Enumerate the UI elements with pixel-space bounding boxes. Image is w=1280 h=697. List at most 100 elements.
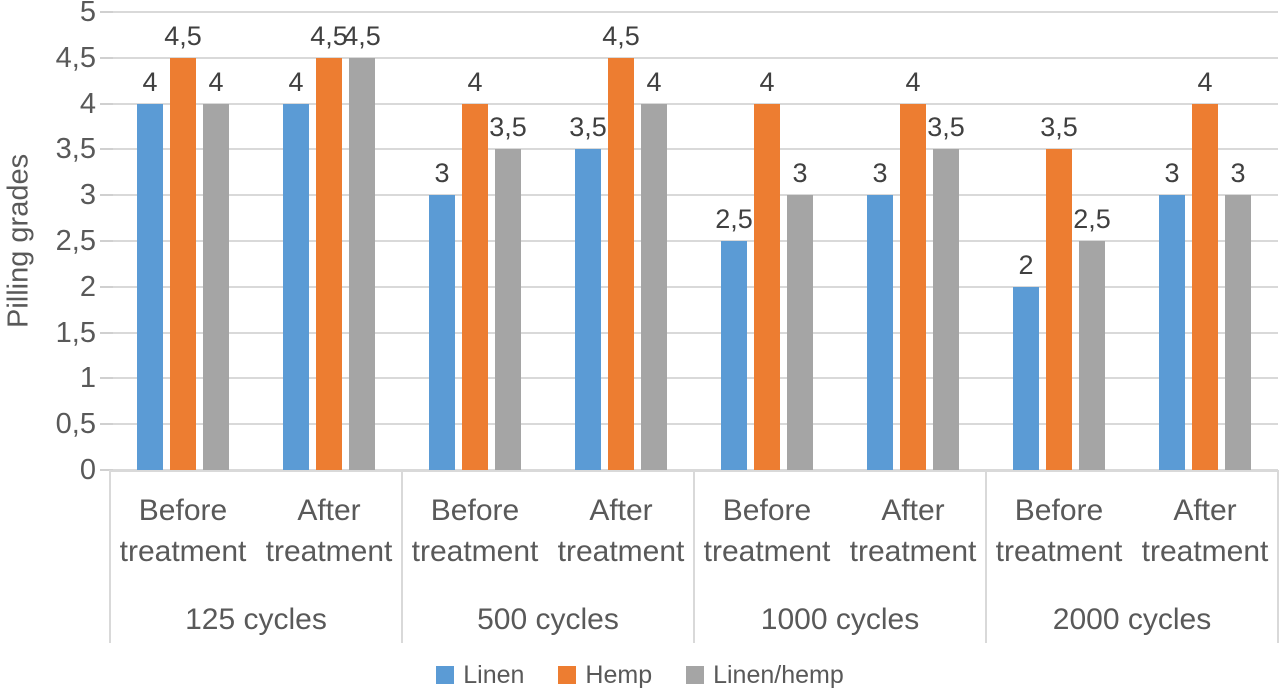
legend-label: Hemp <box>585 660 653 689</box>
y-axis-tick-label: 1,5 <box>55 316 96 349</box>
treatment-label-line1: Before <box>138 494 228 527</box>
legend: Linen Hemp Linen/hemp <box>0 658 1280 692</box>
bar-linen <box>137 103 163 470</box>
bar-hemp <box>754 103 780 470</box>
bar-data-label: 3 <box>872 158 888 189</box>
treatment-label-line1: Before <box>430 494 520 527</box>
category-divider <box>985 470 987 643</box>
cycles-group-label: 1000 cycles <box>760 603 920 636</box>
bar-linen <box>1013 286 1039 470</box>
gridline <box>113 285 1278 288</box>
bar-linen-hemp <box>1225 195 1251 470</box>
gridline <box>113 423 1278 426</box>
treatment-label-line1: Before <box>722 494 812 527</box>
treatment-label: After treatment <box>256 490 402 572</box>
treatment-label: Before treatment <box>694 490 840 572</box>
legend-label: Linen/hemp <box>713 660 844 689</box>
treatment-label-line2: treatment <box>557 535 685 568</box>
bar-data-label: 2,5 <box>715 204 753 234</box>
cycles-group-label: 500 cycles <box>477 603 619 636</box>
category-divider <box>1277 470 1279 643</box>
y-axis-tick-label: 3 <box>79 179 96 212</box>
bar-data-label: 4 <box>467 66 483 97</box>
bar-data-label: 4 <box>142 66 158 97</box>
bar-linen-hemp <box>787 195 813 470</box>
treatment-label-line2: treatment <box>995 535 1123 568</box>
y-axis-tick <box>100 102 113 105</box>
bar-linen <box>1159 195 1185 470</box>
treatment-label: After treatment <box>548 490 694 572</box>
bar-data-label: 3,5 <box>569 112 607 143</box>
bar-data-label: 4 <box>288 66 304 97</box>
y-axis-tick-label: 0 <box>79 454 96 486</box>
treatment-label-line2: treatment <box>1141 535 1269 568</box>
gridline <box>113 377 1278 380</box>
bar-hemp <box>316 57 342 470</box>
bar-data-label: 4,5 <box>602 20 640 51</box>
treatment-label-line2: treatment <box>119 535 247 568</box>
bar-data-label: 3 <box>1164 158 1180 189</box>
y-axis-tick-label: 5 <box>79 0 96 28</box>
bar-data-label: 4,5 <box>164 20 202 51</box>
y-axis-tick <box>100 377 113 380</box>
bar-data-label: 2,5 <box>1073 204 1111 234</box>
legend-label: Linen <box>463 660 525 689</box>
bar-data-label: 4 <box>208 66 224 97</box>
y-axis-tick-label: 1 <box>79 362 96 395</box>
y-axis-tick-label: 4,5 <box>55 41 96 74</box>
legend-swatch <box>686 666 705 684</box>
bar-linen <box>575 149 601 470</box>
y-axis-tick <box>100 194 113 197</box>
legend-entry-hemp: Hemp <box>558 661 652 690</box>
bar-linen-hemp <box>203 103 229 470</box>
treatment-label-line1: After <box>297 494 361 527</box>
bar-data-label: 4 <box>646 66 662 97</box>
bar-hemp <box>462 103 488 470</box>
bar-hemp <box>608 57 634 470</box>
treatment-label-line2: treatment <box>411 535 539 568</box>
treatment-label-line2: treatment <box>703 535 831 568</box>
bar-data-label: 4 <box>1197 66 1213 97</box>
y-axis-tick-label: 4 <box>79 87 96 120</box>
bar-data-label: 2 <box>1018 249 1034 280</box>
bar-linen <box>721 241 747 470</box>
cycles-group-label: 2000 cycles <box>1052 603 1212 636</box>
bar-linen-hemp <box>641 103 667 470</box>
y-axis-tick <box>100 240 113 242</box>
y-axis-tick-label: 2,5 <box>55 225 96 257</box>
gridline <box>113 102 1278 105</box>
bar-hemp <box>1046 149 1072 470</box>
bar-data-label: 3 <box>434 158 450 189</box>
treatment-label: Before treatment <box>110 490 256 572</box>
treatment-label: After treatment <box>840 490 986 572</box>
bar-linen-hemp <box>495 149 521 470</box>
y-axis-tick-label: 3,5 <box>55 133 96 166</box>
y-axis-tick <box>100 148 113 151</box>
legend-swatch <box>558 666 577 684</box>
gridline <box>113 148 1278 151</box>
gridline <box>113 240 1278 242</box>
bar-data-label: 4,5 <box>310 20 348 51</box>
treatment-label: After treatment <box>1132 490 1278 572</box>
bar-data-label: 3,5 <box>489 112 527 143</box>
gridline <box>113 331 1278 334</box>
bar-data-label: 3,5 <box>1040 112 1078 143</box>
treatment-label-line1: After <box>881 494 945 527</box>
treatment-label: Before treatment <box>986 490 1132 572</box>
bar-linen <box>429 195 455 470</box>
treatment-label-line1: After <box>589 494 653 527</box>
y-axis-tick <box>100 331 113 334</box>
bar-hemp <box>170 57 196 470</box>
bar-data-label: 4 <box>905 66 921 97</box>
bar-data-label: 3 <box>792 158 808 189</box>
legend-entry-linen: Linen <box>436 661 524 690</box>
treatment-label-line1: After <box>1173 494 1237 527</box>
legend-entry-linen-hemp: Linen/hemp <box>686 661 844 690</box>
gridline <box>113 11 1278 13</box>
gridline <box>113 56 1278 59</box>
treatment-label: Before treatment <box>402 490 548 572</box>
bar-data-label: 4 <box>759 66 775 97</box>
gridline <box>113 194 1278 197</box>
bar-data-label: 3,5 <box>927 112 965 143</box>
